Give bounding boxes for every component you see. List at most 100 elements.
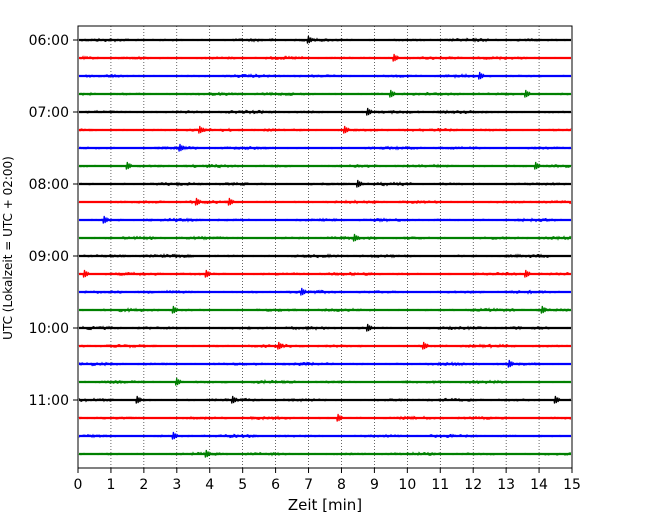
trace-event	[102, 215, 110, 224]
trace-event	[299, 287, 308, 296]
x-tick-label: 8	[337, 477, 346, 493]
trace-noise	[78, 181, 572, 187]
trace-event	[477, 71, 486, 80]
trace-0845	[78, 233, 572, 242]
trace-noise	[78, 37, 572, 43]
trace-event	[194, 197, 203, 206]
trace-event	[540, 305, 548, 314]
trace-event	[171, 431, 179, 440]
trace-event	[421, 341, 430, 350]
x-tick-label: 13	[497, 477, 515, 493]
trace-event	[553, 395, 561, 404]
trace-0715	[78, 125, 572, 134]
x-tick-label: 1	[106, 477, 115, 493]
trace-noise	[78, 252, 572, 259]
y-tick-label: 11:00	[29, 393, 69, 409]
x-tick-label: 0	[74, 477, 83, 493]
x-tick-label: 11	[431, 477, 449, 493]
y-axis-label: UTC (Lokalzeit = UTC + 02:00)	[1, 156, 15, 340]
trace-1130	[78, 431, 572, 440]
trace-noise	[78, 397, 572, 403]
x-axis-label: Zeit [min]	[288, 496, 362, 514]
trace-event	[227, 197, 235, 206]
trace-event	[336, 413, 344, 422]
trace-0900	[78, 252, 572, 259]
trace-noise	[78, 163, 572, 169]
trace-noise	[78, 199, 572, 205]
trace-noise	[78, 145, 572, 151]
trace-group	[78, 35, 572, 458]
trace-noise	[78, 307, 572, 313]
y-tick-label: 08:00	[29, 177, 69, 193]
trace-event	[533, 161, 542, 170]
trace-event	[178, 143, 186, 152]
trace-1000	[78, 323, 572, 332]
trace-noise	[78, 217, 572, 223]
trace-0615	[78, 53, 572, 62]
trace-event	[365, 323, 374, 332]
trace-noise	[78, 343, 572, 349]
trace-noise	[78, 91, 572, 97]
trace-noise	[78, 379, 572, 385]
trace-0930	[78, 287, 572, 296]
trace-event	[392, 53, 400, 62]
plot-frame	[77, 25, 573, 469]
trace-1145	[78, 449, 572, 458]
x-tick-label: 7	[304, 477, 313, 493]
trace-0630	[78, 71, 572, 80]
trace-event	[352, 233, 361, 242]
trace-event	[355, 179, 364, 188]
trace-event	[523, 89, 532, 98]
x-axis-ticks: 0 1 2 3 4 5 6 7 8 9 10 11 12 13 14 15	[74, 468, 581, 493]
x-tick-label: 14	[530, 477, 548, 493]
x-tick-label: 15	[563, 477, 581, 493]
trace-noise	[78, 127, 572, 133]
trace-event	[197, 125, 206, 134]
trace-noise	[78, 235, 572, 241]
y-tick-label: 06:00	[29, 33, 69, 49]
trace-1015	[78, 341, 572, 350]
x-tick-label: 10	[398, 477, 416, 493]
y-tick-label: 10:00	[29, 321, 69, 337]
trace-event	[388, 89, 397, 98]
trace-1115	[78, 413, 572, 422]
trace-event	[276, 341, 285, 350]
x-tick-label: 3	[172, 477, 181, 493]
trace-0645	[78, 89, 572, 98]
trace-event	[342, 125, 351, 134]
trace-0730	[78, 143, 572, 152]
trace-event	[365, 107, 374, 116]
x-tick-label: 2	[139, 477, 148, 493]
trace-noise	[78, 109, 572, 115]
trace-event	[204, 269, 212, 278]
trace-noise	[78, 415, 572, 421]
trace-noise	[78, 451, 572, 457]
trace-0745	[78, 161, 572, 170]
trace-event	[135, 395, 143, 404]
trace-1100	[78, 395, 572, 404]
trace-0800	[78, 179, 572, 188]
x-tick-label: 4	[205, 477, 214, 493]
trace-0945	[78, 305, 572, 314]
x-tick-label: 5	[238, 477, 247, 493]
trace-noise	[78, 55, 572, 61]
trace-noise	[78, 271, 572, 277]
trace-event	[204, 449, 212, 458]
trace-0700	[78, 107, 572, 116]
trace-0830	[78, 215, 572, 224]
trace-0600	[78, 35, 572, 44]
trace-1030	[78, 359, 572, 368]
trace-0915	[78, 269, 572, 278]
y-tick-label: 09:00	[29, 249, 69, 265]
x-tick-label: 6	[271, 477, 280, 493]
trace-event	[125, 161, 133, 170]
trace-event	[171, 305, 179, 314]
trace-event	[306, 35, 314, 44]
y-axis-ticks: 06:00 07:00 08:00 09:00 10:00 11:00	[29, 33, 78, 409]
trace-0815	[78, 197, 572, 206]
trace-event	[82, 269, 91, 278]
trace-noise	[78, 361, 572, 367]
trace-noise	[78, 289, 572, 295]
